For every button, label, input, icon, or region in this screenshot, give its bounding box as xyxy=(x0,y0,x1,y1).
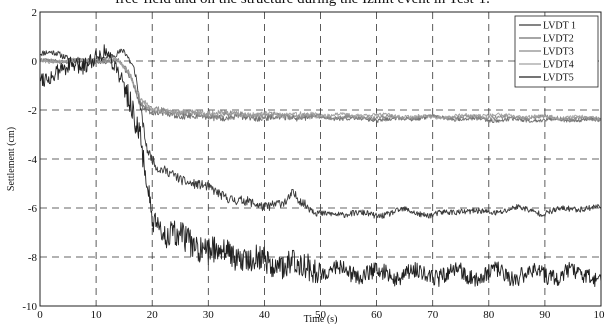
y-tick-label: -4 xyxy=(28,154,38,166)
grid-lines xyxy=(40,12,601,306)
series-line xyxy=(39,48,602,219)
series-line xyxy=(39,44,602,288)
series-lines xyxy=(39,44,602,288)
x-tick-label: 60 xyxy=(371,309,383,321)
x-tick-label: 20 xyxy=(147,309,159,321)
x-tick-label: 30 xyxy=(203,309,215,321)
legend-label: LVDT 1 xyxy=(543,21,576,32)
y-tick-label: -10 xyxy=(22,301,37,313)
legend-label: LVDT2 xyxy=(543,34,574,45)
x-tick-label: 80 xyxy=(483,309,495,321)
legend: LVDT 1 LVDT2 LVDT3 LVDT4 LVDT5 xyxy=(514,15,599,88)
y-tick-label: -2 xyxy=(28,105,37,117)
y-tick-label: 2 xyxy=(32,7,38,19)
y-tick-label: -8 xyxy=(28,252,38,264)
y-tick-label: 0 xyxy=(32,56,38,68)
series-line xyxy=(39,57,602,124)
x-tick-label: 10 xyxy=(594,309,605,321)
legend-label: LVDT5 xyxy=(543,73,574,84)
x-tick-label: 10 xyxy=(91,309,103,321)
x-tick-label: 70 xyxy=(427,309,439,321)
legend-label: LVDT4 xyxy=(543,60,574,71)
y-tick-label: -6 xyxy=(28,203,38,215)
x-tick-label: 0 xyxy=(37,309,43,321)
series-line xyxy=(39,56,602,121)
y-axis-label: Settlement (cm) xyxy=(6,127,17,191)
x-axis-label: Time (s) xyxy=(304,314,338,324)
plot-frame xyxy=(39,11,602,307)
legend-label: LVDT3 xyxy=(543,47,574,58)
x-tick-label: 40 xyxy=(259,309,271,321)
x-tick-label: 90 xyxy=(539,309,551,321)
figure-caption: free-field and on the structure during t… xyxy=(0,0,605,8)
x-tick-label: 50 xyxy=(315,309,327,321)
